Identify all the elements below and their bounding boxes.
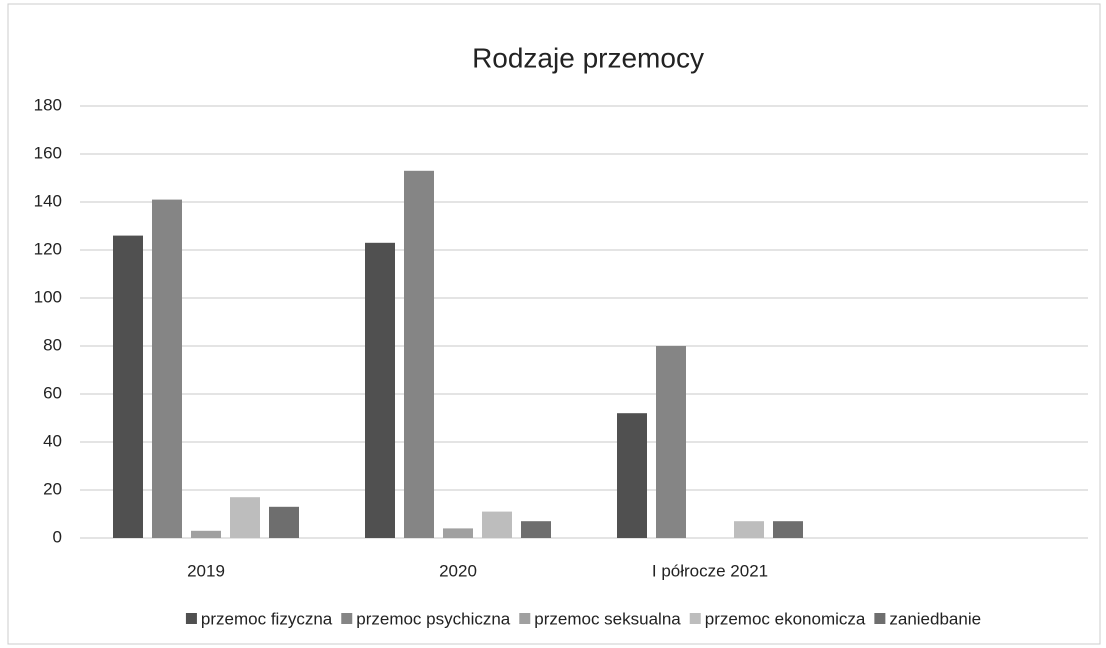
y-tick-label: 100 (34, 287, 62, 306)
legend-label: przemoc ekonomicza (705, 609, 866, 628)
legend-label: przemoc seksualna (534, 609, 681, 628)
y-tick-label: 20 (43, 479, 62, 498)
bar (773, 521, 803, 538)
bar (230, 497, 260, 538)
bar (404, 170, 434, 539)
bar (113, 235, 143, 538)
x-tick-label: I półrocze 2021 (652, 561, 768, 580)
y-tick-label: 180 (34, 95, 62, 114)
y-tick-label: 80 (43, 335, 62, 354)
y-tick-label: 0 (53, 527, 62, 546)
bar (482, 511, 512, 538)
bar (734, 521, 764, 538)
bar (269, 506, 299, 538)
y-tick-label: 160 (34, 143, 62, 162)
bar (443, 528, 473, 538)
bar (617, 413, 647, 538)
y-tick-label: 120 (34, 239, 62, 258)
x-tick-label: 2019 (187, 561, 225, 580)
y-tick-label: 40 (43, 431, 62, 450)
legend-swatch (185, 613, 197, 624)
bar (656, 346, 686, 538)
legend-swatch (341, 613, 353, 624)
y-tick-label: 60 (43, 383, 62, 402)
bar (191, 530, 221, 538)
chart-title: Rodzaje przemocy (472, 42, 704, 73)
legend-label: przemoc fizyczna (201, 609, 333, 628)
bar (521, 521, 551, 538)
bar (152, 199, 182, 538)
y-tick-label: 140 (34, 191, 62, 210)
legend-label: zaniedbanie (889, 609, 981, 628)
legend-swatch (519, 613, 531, 624)
legend-swatch (689, 613, 701, 624)
bar (365, 242, 395, 539)
legend-swatch (874, 613, 886, 624)
legend-label: przemoc psychiczna (356, 609, 511, 628)
chart-border (7, 3, 1101, 645)
x-tick-label: 2020 (439, 561, 477, 580)
